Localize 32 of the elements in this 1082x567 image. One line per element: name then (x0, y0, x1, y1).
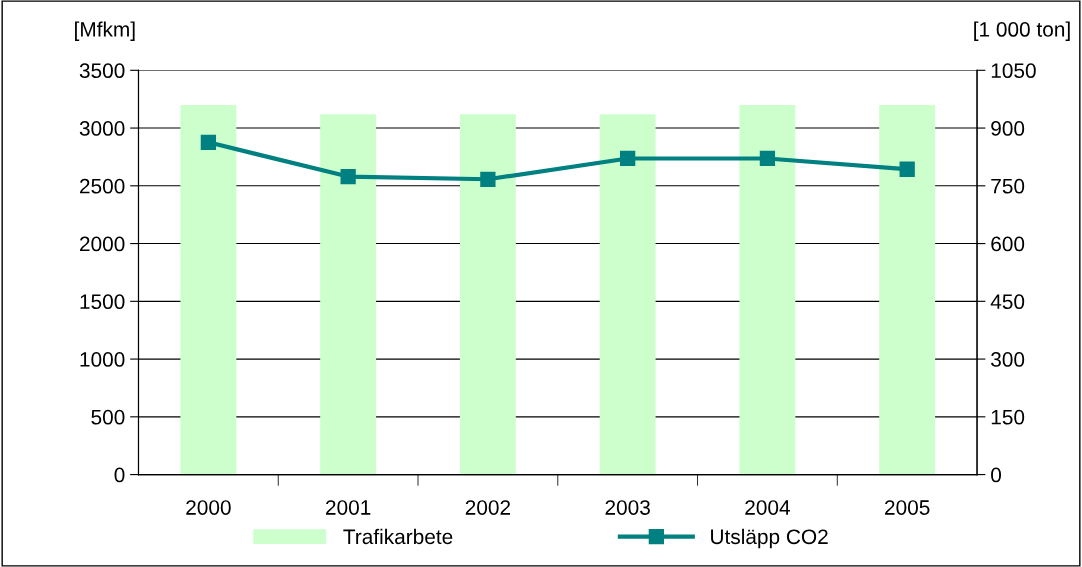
point (340, 168, 356, 185)
legend-label: Utsläpp CO2 (711, 528, 828, 549)
y2-tick-label: 1050 (991, 63, 1036, 79)
point (480, 171, 496, 187)
y2-tick-label: 0 (991, 467, 1002, 483)
point (200, 134, 217, 150)
point (620, 150, 636, 167)
y2-tick-label: 600 (991, 236, 1025, 252)
y2-tick-label: 300 (991, 352, 1025, 367)
point (899, 161, 915, 177)
y-tick-label: 500 (91, 409, 125, 425)
legend-label: Trafikarbete (343, 528, 453, 545)
x-tick-label: 2001 (326, 500, 371, 515)
y2-tick-label: 450 (990, 294, 1025, 310)
y-tick-label: 3000 (79, 121, 125, 136)
x-tick-label: 2000 (186, 500, 231, 515)
y2-axis-title: [1 000 ton] (974, 21, 1070, 41)
y-tick-label: 0 (114, 467, 125, 483)
y-tick-label: 3500 (79, 63, 125, 79)
x-tick-label: 2005 (885, 500, 930, 515)
y-tick-label: 2500 (80, 178, 125, 194)
y-tick-label: 1500 (80, 294, 125, 310)
x-tick-label: 2003 (605, 500, 650, 515)
y2-tick-label: 900 (991, 121, 1025, 136)
y-axis-title: [Mfkm] (75, 21, 135, 41)
y-tick-label: 1000 (80, 352, 125, 367)
y2-tick-label: 750 (991, 178, 1025, 194)
point (759, 150, 776, 167)
y-tick-label: 2000 (80, 236, 125, 252)
x-tick-label: 2004 (745, 500, 790, 515)
y2-tick-label: 150 (991, 409, 1025, 425)
x-tick-label: 2002 (465, 500, 511, 515)
